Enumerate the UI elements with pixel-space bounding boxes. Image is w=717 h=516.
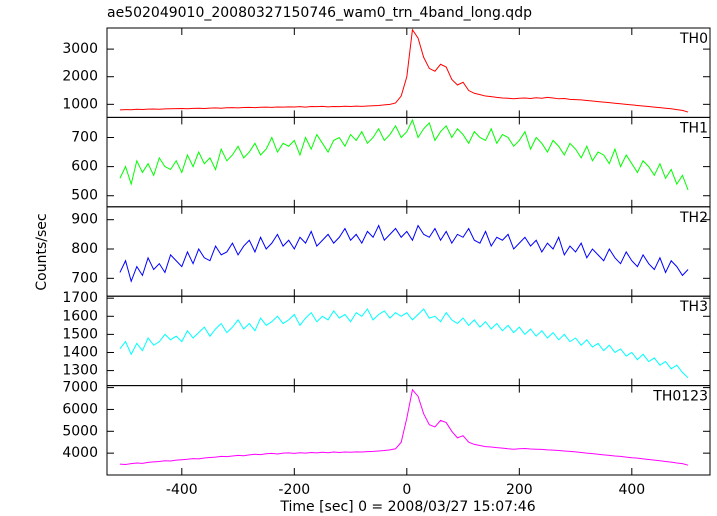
series-label: TH0: [679, 31, 708, 47]
light-curve: [119, 388, 689, 466]
light-curve: [119, 28, 689, 113]
light-curve: [119, 224, 689, 283]
light-curve: [119, 308, 689, 379]
y-tick-label: 900: [71, 212, 98, 228]
y-tick-label: 1600: [62, 308, 98, 324]
y-tick-label: 4000: [62, 445, 98, 461]
light-curve: [119, 118, 689, 191]
y-tick-label: 600: [71, 159, 98, 175]
y-tick-label: 1400: [62, 344, 98, 360]
y-axis-label: Counts/sec: [34, 213, 50, 290]
y-tick-label: 2000: [62, 69, 98, 85]
y-tick-label: 1000: [62, 96, 98, 112]
x-tick-label: -400: [166, 482, 198, 498]
x-tick-label: 400: [618, 482, 645, 498]
y-tick-label: 5000: [62, 423, 98, 439]
y-tick-label: 1300: [62, 363, 98, 379]
series-label: TH3: [679, 299, 708, 315]
panel-frame: [106, 295, 711, 387]
y-tick-label: 3000: [62, 41, 98, 57]
y-tick-label: 1700: [62, 290, 98, 306]
series-label: TH2: [679, 210, 708, 226]
chart-title: ae502049010_20080327150746_wam0_trn_4ban…: [107, 5, 532, 21]
series-label: TH1: [679, 120, 708, 136]
x-tick-label: -200: [278, 482, 310, 498]
x-tick-label: 0: [402, 482, 411, 498]
y-tick-label: 500: [71, 188, 98, 204]
x-tick-label: 200: [506, 482, 533, 498]
panel-frame: [106, 385, 711, 476]
y-tick-label: 700: [71, 129, 98, 145]
y-tick-label: 800: [71, 241, 98, 257]
series-label: TH0123: [652, 389, 708, 405]
y-tick-label: 1500: [62, 326, 98, 342]
y-tick-label: 700: [71, 270, 98, 286]
y-tick-label: 7000: [62, 380, 98, 396]
x-axis-label: Time [sec] 0 = 2008/03/27 15:07:46: [279, 499, 535, 515]
y-tick-label: 6000: [62, 401, 98, 417]
